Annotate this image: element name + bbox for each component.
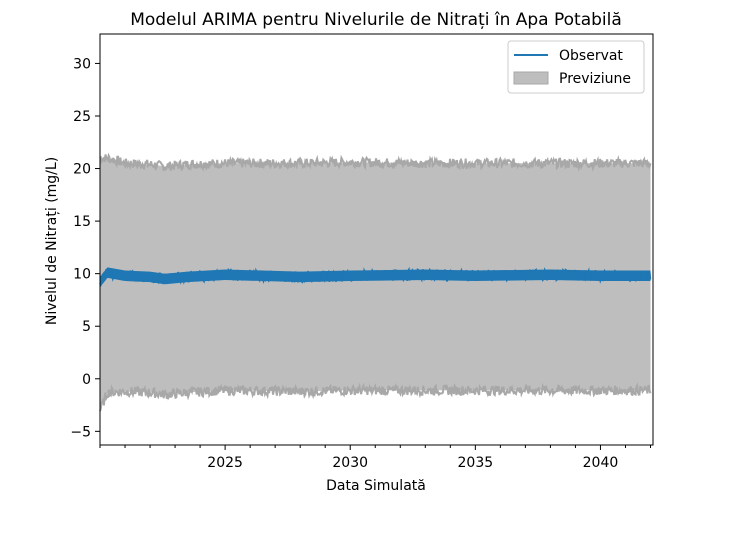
x-tick-label: 2030 bbox=[332, 455, 368, 471]
y-tick-label: 30 bbox=[73, 56, 91, 72]
y-axis-label: Nivelul de Nitrați (mg/L) bbox=[44, 157, 60, 325]
forecast-band bbox=[100, 158, 651, 411]
x-tick-label: 2035 bbox=[458, 455, 494, 471]
y-tick-label: 5 bbox=[82, 319, 91, 335]
legend-label-previziune: Previziune bbox=[559, 71, 631, 87]
plot-area bbox=[99, 152, 652, 412]
y-tick-label: 0 bbox=[82, 372, 91, 388]
axes-frame bbox=[99, 33, 654, 446]
forecast-band-edge-lower bbox=[99, 382, 652, 412]
y-tick-label: 25 bbox=[73, 109, 91, 125]
y-tick-label: 10 bbox=[73, 267, 91, 283]
forecast-band-edges bbox=[99, 152, 652, 412]
y-tick-label: 20 bbox=[73, 162, 91, 178]
series-observat bbox=[99, 266, 652, 288]
x-tick-label: 2040 bbox=[583, 455, 619, 471]
x-tick-label: 2025 bbox=[207, 455, 243, 471]
chart-title: Modelul ARIMA pentru Nivelurile de Nitra… bbox=[130, 10, 622, 30]
x-axis-label: Data Simulată bbox=[326, 478, 426, 494]
legend-patch-previziune bbox=[513, 71, 549, 85]
series-observat-line bbox=[99, 266, 652, 287]
y-tick-label: −5 bbox=[70, 424, 91, 440]
legend-label-observat: Observat bbox=[559, 48, 623, 64]
forecast-band-edge-upper bbox=[99, 152, 652, 172]
legend: Observat Previziune bbox=[507, 40, 645, 94]
y-tick-label: 15 bbox=[73, 214, 91, 230]
